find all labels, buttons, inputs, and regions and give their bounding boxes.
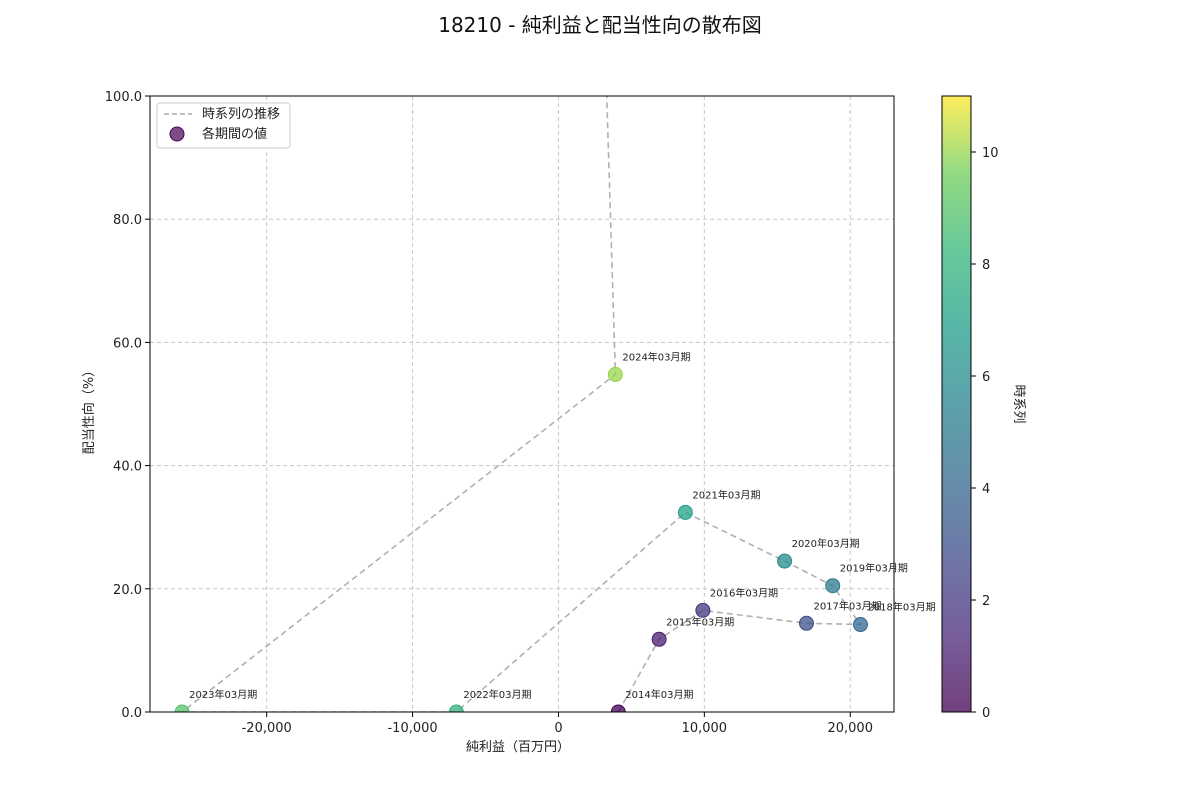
point-label: 2018年03月期 xyxy=(867,601,935,614)
chart-title: 18210 - 純利益と配当性向の散布図 xyxy=(438,13,762,37)
colorbar-title: 時系列 xyxy=(1011,384,1026,423)
legend-point-swatch xyxy=(169,126,185,142)
scatter-point xyxy=(651,631,667,647)
scatter-point xyxy=(610,704,626,712)
legend-point-label: 各期間の値 xyxy=(202,126,267,142)
x-axis-title: 純利益（百万円） xyxy=(466,740,570,755)
colorbar: 0 2 4 6 8 10 時系列 xyxy=(941,95,1026,721)
y-tick-label: 100.0 xyxy=(105,90,142,105)
point-labels: 2014年03月期 2015年03月期 2016年03月期 2017年03月期2018… xyxy=(189,350,936,701)
point-label: 2021年03月期 xyxy=(692,488,760,501)
legend-line-label: 時系列の推移 xyxy=(202,107,280,122)
point-label: 2016年03月期 xyxy=(710,586,778,599)
scatter-point xyxy=(174,704,190,712)
y-tick-label: 80.0 xyxy=(113,213,142,228)
point-label: 2020年03月期 xyxy=(792,537,860,550)
y-axis-title: 配当性向（%） xyxy=(81,364,97,454)
colorbar-tick-label: 6 xyxy=(982,370,990,385)
scatter-point xyxy=(798,615,814,631)
x-tick-label: 0 xyxy=(554,721,562,736)
scatter-point xyxy=(677,504,693,520)
point-label: 2014年03月期 xyxy=(625,688,693,701)
y-tick-label: 60.0 xyxy=(113,336,142,351)
scatter-point xyxy=(448,704,464,712)
scatter-point xyxy=(777,553,793,569)
point-label: 2017年03月期 xyxy=(813,599,881,612)
scatter-point xyxy=(852,617,868,633)
colorbar-tick-label: 10 xyxy=(982,146,999,161)
x-tick-label: 10,000 xyxy=(682,721,728,736)
plot-frame xyxy=(149,95,895,713)
colorbar-tick-label: 4 xyxy=(982,482,990,497)
point-label: 2024年03月期 xyxy=(622,350,690,363)
scatter-point xyxy=(825,578,841,594)
y-tick-label: 40.0 xyxy=(113,460,142,475)
x-tick-label: 20,000 xyxy=(827,721,873,736)
x-tick-label: -10,000 xyxy=(387,721,437,736)
colorbar-gradient xyxy=(941,95,972,713)
colorbar-tick-label: 2 xyxy=(982,594,990,609)
scatter-point xyxy=(695,602,711,618)
y-tick-label: 0.0 xyxy=(121,706,142,721)
scatter-point xyxy=(607,366,623,382)
colorbar-ticks: 0 2 4 6 8 10 xyxy=(971,146,999,721)
y-tick-label: 20.0 xyxy=(113,583,142,598)
axis-ticks: -20,000 -10,000 0 10,000 20,000 0.0 20.0 40.0 60… xyxy=(105,90,873,736)
point-label: 2015年03月期 xyxy=(666,615,734,628)
point-label: 2022年03月期 xyxy=(463,688,531,701)
series-line xyxy=(180,96,862,712)
legend: 時系列の推移 各期間の値 xyxy=(156,102,291,149)
x-tick-label: -20,000 xyxy=(242,721,292,736)
colorbar-tick-label: 8 xyxy=(982,258,990,273)
plot-area xyxy=(174,96,868,712)
point-label: 2019年03月期 xyxy=(840,562,908,575)
point-label: 2023年03月期 xyxy=(189,688,257,701)
colorbar-tick-label: 0 xyxy=(982,706,990,721)
